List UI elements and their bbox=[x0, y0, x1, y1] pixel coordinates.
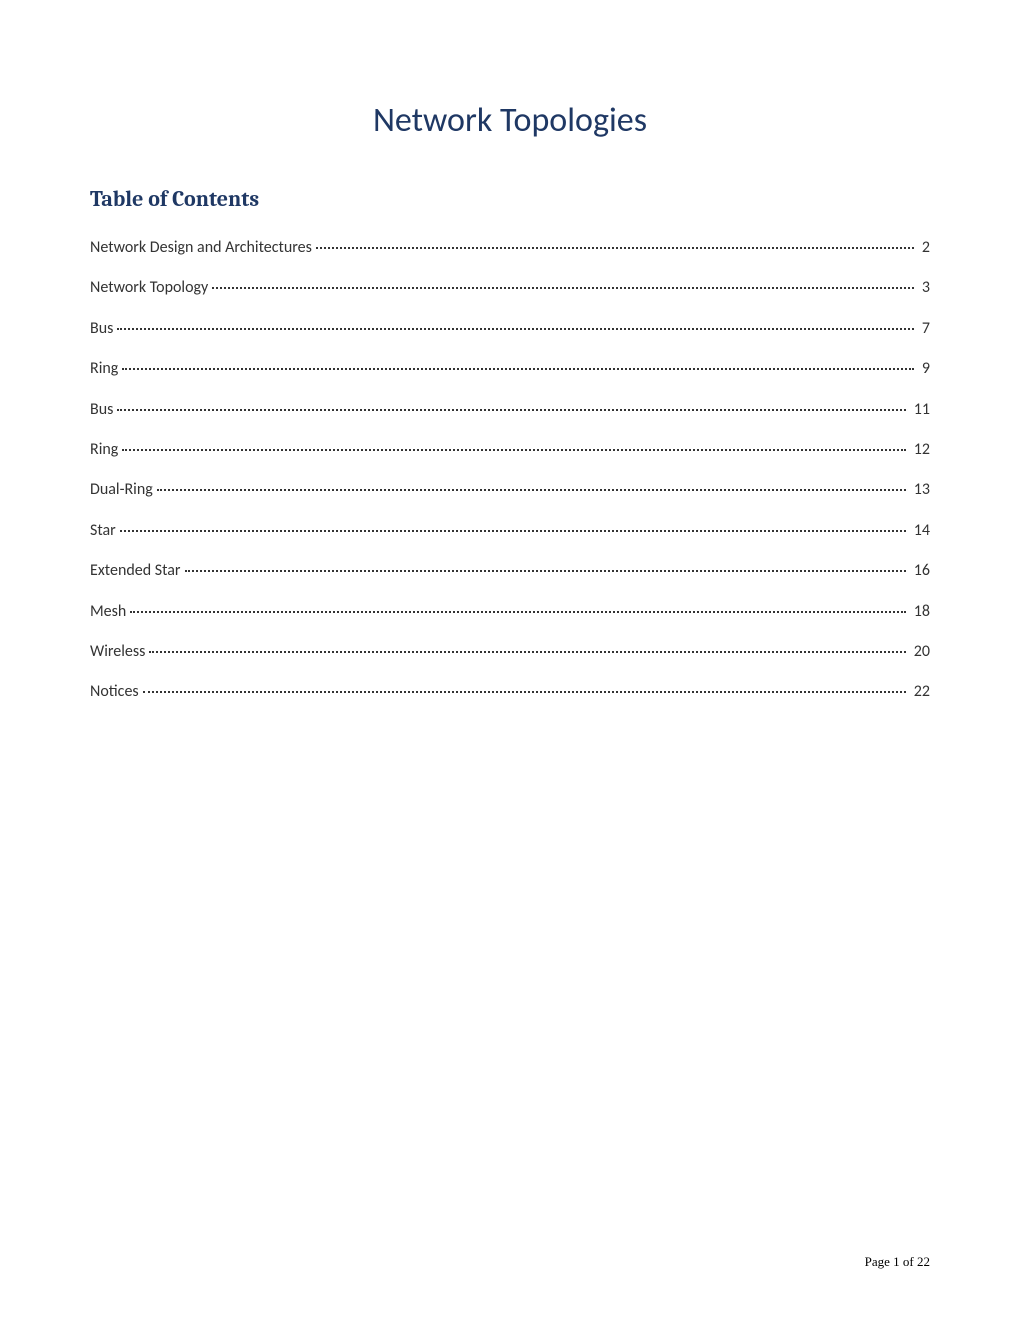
footer-total-pages: 22 bbox=[917, 1254, 930, 1269]
toc-entry-label: Extended Star bbox=[90, 560, 181, 582]
dot-leader bbox=[122, 368, 914, 370]
dot-leader bbox=[316, 247, 914, 249]
footer-prefix: Page bbox=[865, 1254, 894, 1269]
toc-entry[interactable]: Network Topology 3 bbox=[90, 277, 930, 299]
toc-entry-label: Network Design and Architectures bbox=[90, 237, 312, 259]
toc-heading: Table of Contents bbox=[90, 186, 930, 212]
toc-entry-page: 18 bbox=[910, 601, 930, 623]
toc-entry-page: 20 bbox=[910, 641, 930, 663]
dot-leader bbox=[120, 530, 906, 532]
toc-entry[interactable]: Extended Star 16 bbox=[90, 560, 930, 582]
dot-leader bbox=[149, 651, 905, 653]
toc-entry-label: Star bbox=[90, 520, 116, 542]
toc-entry-label: Notices bbox=[90, 681, 139, 703]
toc-entry-page: 14 bbox=[910, 520, 930, 542]
toc-entry-label: Mesh bbox=[90, 601, 126, 623]
toc-entry[interactable]: Dual-Ring 13 bbox=[90, 479, 930, 501]
toc-entry[interactable]: Ring 12 bbox=[90, 439, 930, 461]
toc-entry-page: 2 bbox=[918, 237, 930, 259]
toc-entry-label: Ring bbox=[90, 439, 118, 461]
toc-entry-page: 3 bbox=[918, 277, 930, 299]
footer-separator: of bbox=[900, 1254, 917, 1269]
page-footer: Page 1 of 22 bbox=[865, 1254, 930, 1270]
toc-entry-page: 13 bbox=[910, 479, 930, 501]
toc-entry[interactable]: Bus 7 bbox=[90, 318, 930, 340]
toc-entry-label: Dual-Ring bbox=[90, 479, 153, 501]
toc-entry[interactable]: Network Design and Architectures 2 bbox=[90, 237, 930, 259]
toc-list: Network Design and Architectures 2 Netwo… bbox=[90, 237, 930, 704]
document-title: Network Topologies bbox=[90, 100, 930, 141]
toc-entry-label: Wireless bbox=[90, 641, 145, 663]
dot-leader bbox=[185, 570, 906, 572]
toc-entry[interactable]: Ring 9 bbox=[90, 358, 930, 380]
dot-leader bbox=[130, 611, 905, 613]
toc-entry[interactable]: Bus 11 bbox=[90, 399, 930, 421]
toc-entry-page: 7 bbox=[918, 318, 930, 340]
toc-entry-page: 12 bbox=[910, 439, 930, 461]
dot-leader bbox=[117, 328, 914, 330]
toc-entry-page: 11 bbox=[910, 399, 930, 421]
dot-leader bbox=[212, 287, 914, 289]
dot-leader bbox=[143, 691, 906, 693]
dot-leader bbox=[157, 489, 906, 491]
toc-entry[interactable]: Mesh 18 bbox=[90, 601, 930, 623]
toc-entry[interactable]: Notices 22 bbox=[90, 681, 930, 703]
dot-leader bbox=[117, 409, 905, 411]
toc-entry-label: Ring bbox=[90, 358, 118, 380]
toc-entry-label: Bus bbox=[90, 399, 113, 421]
dot-leader bbox=[122, 449, 905, 451]
toc-entry-page: 9 bbox=[918, 358, 930, 380]
toc-entry-page: 22 bbox=[910, 681, 930, 703]
toc-entry[interactable]: Star 14 bbox=[90, 520, 930, 542]
toc-entry-label: Network Topology bbox=[90, 277, 208, 299]
toc-entry-page: 16 bbox=[910, 560, 930, 582]
toc-entry[interactable]: Wireless 20 bbox=[90, 641, 930, 663]
toc-entry-label: Bus bbox=[90, 318, 113, 340]
